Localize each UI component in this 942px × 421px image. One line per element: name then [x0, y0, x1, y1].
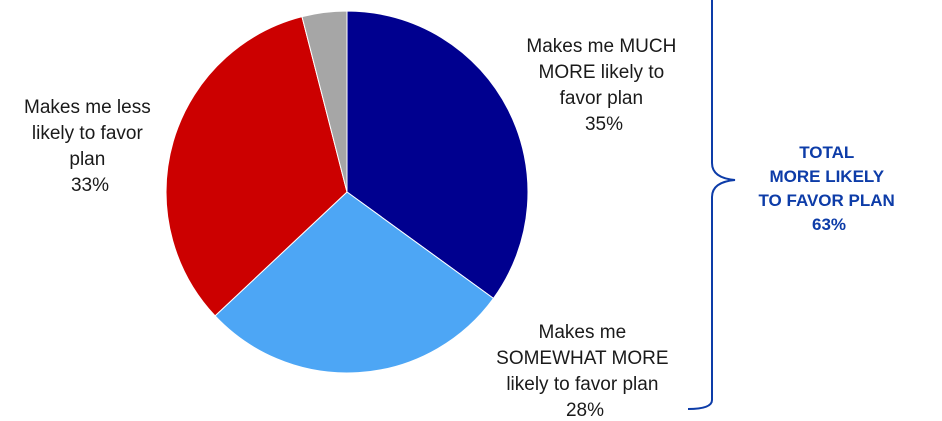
pie-slice-much-more [346, 10, 529, 300]
total-bracket [687, 0, 736, 410]
total-more-likely-label: TOTAL MORE LIKELY TO FAVOR PLAN 63% [758, 143, 899, 234]
pie-slice-other [301, 10, 348, 193]
pie-slices [165, 10, 529, 374]
slice-label-less: Makes me less likely to favor plan 33% [24, 97, 156, 196]
pie-slice-somewhat-more [214, 191, 495, 374]
pie-slice-less [165, 16, 348, 317]
slice-label-much-more: Makes me MUCH MORE likely to favor plan … [526, 36, 681, 135]
slice-label-somewhat-more: Makes me SOMEWHAT MORE likely to favor p… [496, 322, 674, 421]
